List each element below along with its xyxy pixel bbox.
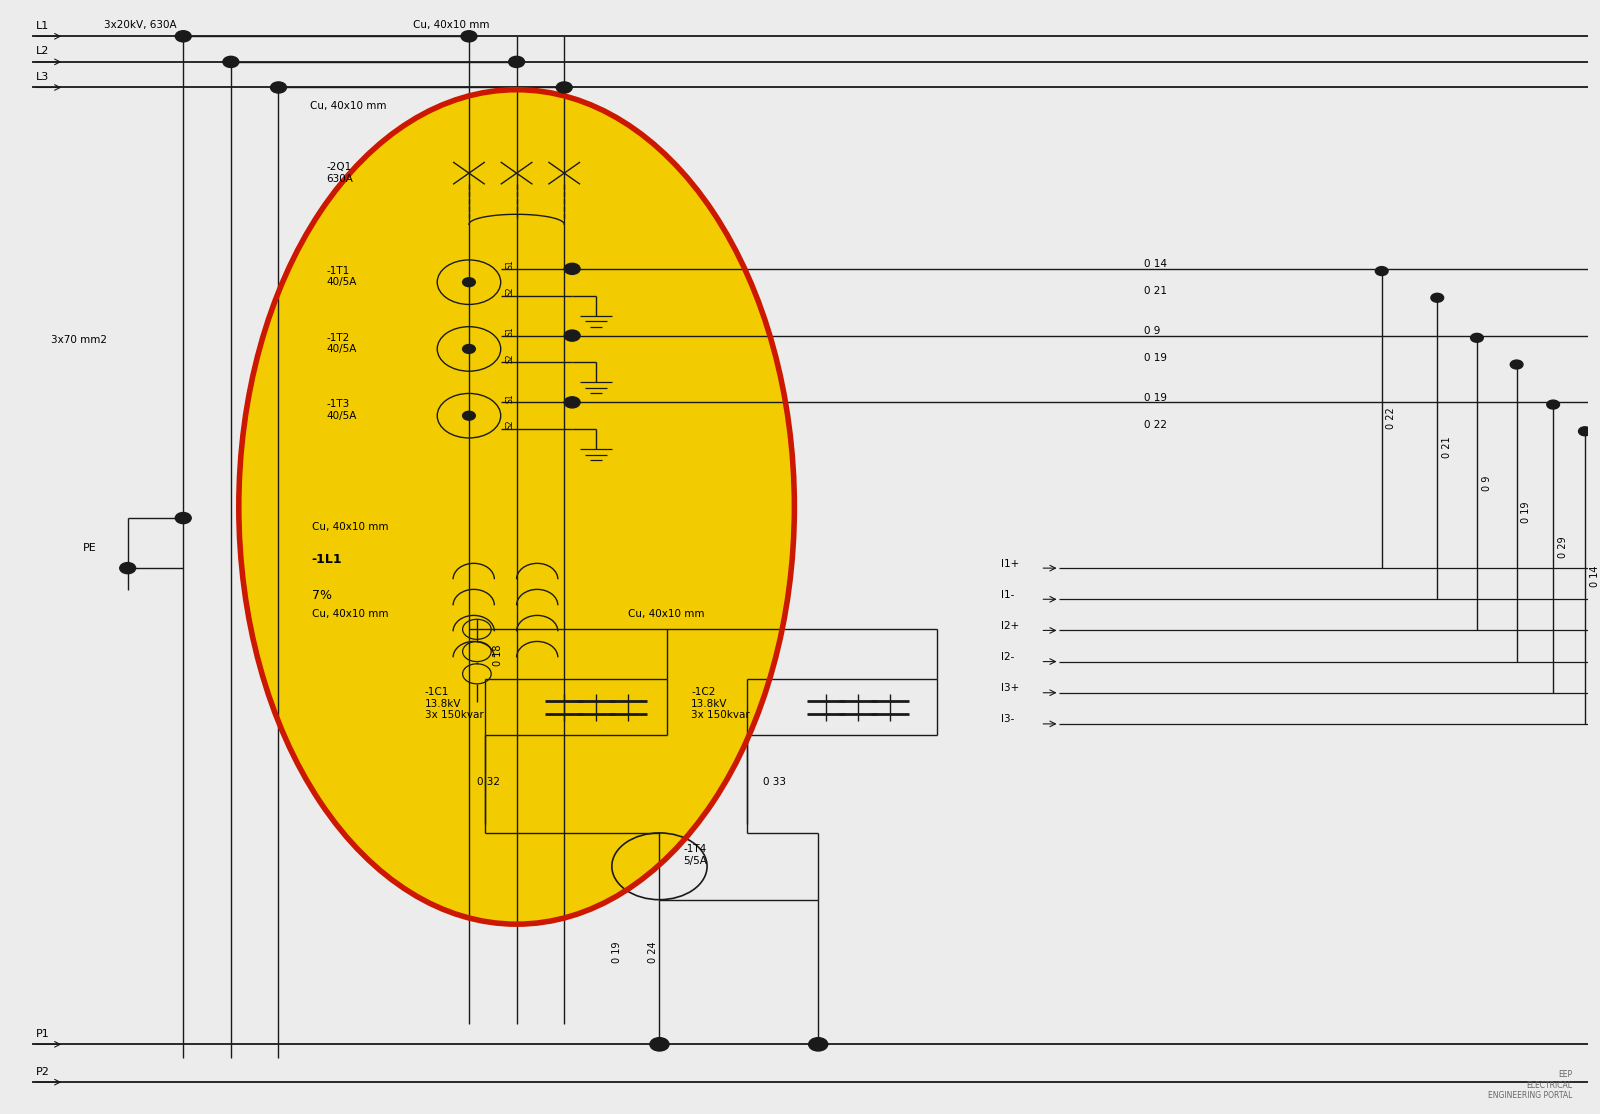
Text: Cu, 40x10 mm: Cu, 40x10 mm bbox=[310, 101, 387, 111]
Text: Cu, 40x10 mm: Cu, 40x10 mm bbox=[627, 608, 704, 618]
Text: Cu, 40x10 mm: Cu, 40x10 mm bbox=[413, 20, 490, 30]
Text: S2: S2 bbox=[506, 286, 515, 296]
Text: L3: L3 bbox=[35, 72, 50, 82]
Text: S1: S1 bbox=[506, 326, 515, 336]
Circle shape bbox=[1376, 266, 1389, 275]
Text: 7%: 7% bbox=[312, 589, 331, 603]
Text: I2-: I2- bbox=[1000, 652, 1014, 662]
Circle shape bbox=[176, 31, 190, 42]
Text: 0 21: 0 21 bbox=[1442, 437, 1453, 458]
Text: S1: S1 bbox=[506, 393, 515, 402]
Circle shape bbox=[557, 82, 573, 94]
Text: 0 24: 0 24 bbox=[648, 941, 658, 962]
Text: Cu, 40x10 mm: Cu, 40x10 mm bbox=[312, 522, 389, 532]
Text: P2: P2 bbox=[35, 1066, 50, 1076]
Circle shape bbox=[1470, 333, 1483, 342]
Text: 3x70 mm2: 3x70 mm2 bbox=[51, 335, 107, 345]
Text: 0 9: 0 9 bbox=[1482, 476, 1491, 490]
Text: -1T4
5/5A: -1T4 5/5A bbox=[683, 844, 707, 866]
Text: S2: S2 bbox=[506, 353, 515, 362]
Circle shape bbox=[222, 57, 238, 68]
Text: S1: S1 bbox=[506, 260, 515, 270]
Text: -1T3
40/5A: -1T3 40/5A bbox=[326, 399, 357, 421]
Text: 0 32: 0 32 bbox=[477, 776, 499, 786]
Text: I3-: I3- bbox=[1000, 714, 1014, 724]
Circle shape bbox=[1579, 427, 1592, 436]
Text: -1L1: -1L1 bbox=[312, 553, 342, 566]
Circle shape bbox=[1510, 360, 1523, 369]
Text: I1-: I1- bbox=[1000, 589, 1014, 599]
Text: L1: L1 bbox=[35, 21, 50, 31]
Text: 0 19: 0 19 bbox=[1144, 353, 1166, 363]
Ellipse shape bbox=[238, 90, 794, 925]
Circle shape bbox=[270, 82, 286, 94]
Circle shape bbox=[1430, 293, 1443, 302]
Text: EEP
ELECTRICAL
ENGINEERING PORTAL: EEP ELECTRICAL ENGINEERING PORTAL bbox=[1488, 1071, 1573, 1100]
Text: I3+: I3+ bbox=[1000, 683, 1019, 693]
Text: 0 21: 0 21 bbox=[1144, 286, 1166, 296]
Text: P1: P1 bbox=[35, 1028, 50, 1038]
Circle shape bbox=[565, 263, 581, 274]
Text: 0 18: 0 18 bbox=[493, 644, 502, 666]
Circle shape bbox=[176, 512, 190, 524]
Circle shape bbox=[462, 277, 475, 286]
Text: 0 9: 0 9 bbox=[1144, 326, 1160, 336]
Circle shape bbox=[1547, 400, 1560, 409]
Text: PE: PE bbox=[83, 544, 98, 553]
Circle shape bbox=[565, 397, 581, 408]
Text: -1C2
13.8kV
3x 150kvar: -1C2 13.8kV 3x 150kvar bbox=[691, 687, 750, 721]
Circle shape bbox=[120, 563, 136, 574]
Circle shape bbox=[461, 31, 477, 42]
Text: 0 14: 0 14 bbox=[1144, 260, 1166, 270]
Text: -2Q1
630A: -2Q1 630A bbox=[326, 163, 354, 184]
Text: Cu, 40x10 mm: Cu, 40x10 mm bbox=[312, 608, 389, 618]
Text: -1T1
40/5A: -1T1 40/5A bbox=[326, 266, 357, 287]
Text: -1C1
13.8kV
3x 150kvar: -1C1 13.8kV 3x 150kvar bbox=[424, 687, 483, 721]
Text: 0 22: 0 22 bbox=[1387, 408, 1397, 429]
Text: 0 22: 0 22 bbox=[1144, 420, 1166, 430]
Circle shape bbox=[565, 330, 581, 341]
Text: 0 14: 0 14 bbox=[1590, 566, 1600, 587]
Text: S2: S2 bbox=[506, 420, 515, 429]
Circle shape bbox=[650, 1037, 669, 1051]
Text: 0 33: 0 33 bbox=[763, 776, 786, 786]
Text: 0 29: 0 29 bbox=[1558, 537, 1568, 558]
Circle shape bbox=[509, 57, 525, 68]
Circle shape bbox=[808, 1037, 827, 1051]
Text: L2: L2 bbox=[35, 47, 50, 57]
Text: 0 19: 0 19 bbox=[1522, 501, 1531, 522]
Circle shape bbox=[462, 344, 475, 353]
Text: 0 19: 0 19 bbox=[1144, 393, 1166, 403]
Text: I1+: I1+ bbox=[1000, 559, 1019, 568]
Text: 3x20kV, 630A: 3x20kV, 630A bbox=[104, 20, 176, 30]
Text: 0 19: 0 19 bbox=[611, 941, 622, 962]
Circle shape bbox=[462, 411, 475, 420]
Text: I2+: I2+ bbox=[1000, 620, 1019, 631]
Text: -1T2
40/5A: -1T2 40/5A bbox=[326, 333, 357, 354]
